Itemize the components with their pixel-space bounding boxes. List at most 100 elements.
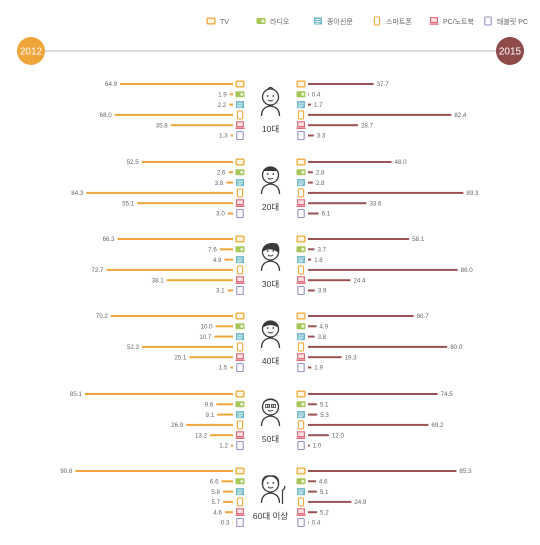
newspaper-icon	[236, 256, 244, 264]
radio-icon	[296, 401, 306, 408]
bar-2012	[137, 202, 233, 205]
year-2012-badge	[17, 37, 45, 65]
legend-item-2: 라디오	[256, 17, 290, 26]
bar-2015	[308, 480, 317, 483]
pc-notebook-icon	[235, 199, 245, 207]
bar-2015	[308, 248, 315, 251]
value-label-2012: 10.0	[201, 324, 214, 331]
radio-icon	[296, 323, 306, 330]
age-group-4: 70.2 60.7 10.0 4.9 10.7 3.8 52.3 80.0 25.1 19.3 1.…	[96, 312, 463, 373]
legend-label: 종이신문	[327, 17, 353, 26]
radio-icon	[296, 91, 306, 98]
tv-icon	[235, 312, 245, 320]
bar-2012	[227, 289, 233, 292]
tablet-pc-icon	[236, 130, 244, 141]
age-group-3: 66.3 58.1 7.6 3.7 4.9 1.8 72.7 86.0 38.1 24.4 3.1 3…	[91, 235, 474, 296]
legend-item-5: PC/노트북	[429, 17, 475, 26]
bar-2015	[308, 521, 309, 524]
bar-2012	[232, 521, 233, 524]
bar-2015	[308, 325, 317, 328]
value-label-2015: 4.6	[319, 479, 328, 486]
age-group-label: 50대	[262, 434, 279, 444]
smartphone-icon	[236, 420, 244, 430]
radio-icon	[235, 91, 245, 98]
age-groups: 64.9 37.7 1.9 0.4 2.2 1.7 68.0 82.4 35.8 28.7 1.3 3…	[60, 80, 479, 528]
bar-2015	[308, 345, 448, 348]
age-group-label: 10대	[262, 124, 279, 134]
legend-label: 태블릿 PC	[497, 17, 528, 26]
bar-2012	[227, 212, 233, 215]
pc-notebook-icon	[235, 121, 245, 129]
bar-2015	[308, 403, 317, 406]
bar-2015	[308, 315, 414, 317]
value-label-2015: 37.7	[377, 81, 390, 88]
bar-2012	[226, 181, 233, 184]
value-label-2015: 28.7	[361, 122, 374, 129]
bar-2015	[308, 490, 317, 493]
value-label-2015: 5.3	[320, 412, 329, 419]
bar-2012	[170, 124, 233, 127]
value-label-2012: 5.8	[211, 489, 220, 496]
newspaper-icon	[236, 488, 244, 496]
person-icon	[260, 398, 281, 427]
bar-2015	[308, 103, 311, 106]
tv-icon	[296, 80, 306, 88]
legend-label: 라디오	[270, 17, 290, 26]
bar-2012	[214, 335, 233, 338]
newspaper-icon	[297, 101, 305, 109]
bar-2015	[308, 191, 464, 194]
value-label-2012: 4.6	[213, 509, 222, 516]
value-label-2015: 3.9	[318, 288, 327, 295]
pc-notebook-icon	[235, 353, 245, 361]
newspaper-icon	[297, 256, 305, 264]
smartphone-icon	[297, 265, 305, 275]
bar-2015	[308, 500, 352, 503]
radio-icon	[235, 169, 245, 176]
legend-item-1: TV	[206, 17, 229, 26]
year-2015-badge	[496, 37, 524, 65]
value-label-2012: 38.1	[152, 277, 165, 284]
bar-2015	[308, 83, 374, 85]
smartphone-icon	[236, 110, 244, 120]
bar-2012	[216, 403, 233, 406]
year-2012-label: 2012	[20, 47, 43, 58]
tv-icon	[296, 467, 306, 475]
person-icon	[260, 320, 281, 349]
value-label-2012: 52.5	[127, 159, 140, 166]
value-label-2012: 7.6	[208, 247, 217, 254]
value-label-2015: 2.8	[316, 170, 325, 177]
value-label-2015: 24.4	[353, 277, 366, 284]
bar-2015	[308, 279, 351, 282]
smartphone-icon	[297, 420, 305, 430]
pc-notebook-icon	[296, 431, 306, 439]
value-label-2015: 86.0	[461, 267, 474, 274]
bar-2015	[308, 434, 329, 437]
bar-2012	[110, 315, 233, 317]
value-label-2015: 69.2	[431, 422, 444, 429]
value-label-2012: 52.3	[127, 344, 140, 351]
value-label-2015: 1.0	[313, 443, 322, 450]
tablet-pc-icon	[236, 362, 244, 373]
legend-label: PC/노트북	[443, 18, 475, 26]
age-group-5: 85.1 74.5 9.6 5.1 9.1 5.3 26.9 69.2 13.2 12.0 1.2 1…	[70, 390, 453, 451]
value-label-2012: 2.2	[218, 102, 227, 109]
pc-notebook-icon	[296, 199, 306, 207]
value-label-2012: 10.7	[199, 334, 212, 341]
value-label-2012: 3.8	[215, 180, 224, 187]
value-label-2012: 68.0	[100, 112, 113, 119]
value-label-2015: 19.3	[345, 354, 358, 361]
radio-icon	[296, 478, 306, 485]
smartphone-icon	[236, 342, 244, 352]
bar-2012	[217, 413, 233, 416]
value-label-2012: 25.1	[174, 354, 187, 361]
value-label-2012: 1.9	[218, 92, 227, 99]
tv-icon	[296, 312, 306, 320]
value-label-2012: 70.2	[96, 313, 109, 320]
bar-2015	[308, 366, 312, 369]
value-label-2015: 5.1	[320, 402, 329, 409]
value-label-2015: 5.1	[320, 489, 329, 496]
bar-2012	[114, 113, 233, 116]
bar-2015	[308, 444, 310, 447]
smartphone-icon	[373, 16, 381, 26]
value-label-2015: 58.1	[412, 236, 425, 243]
